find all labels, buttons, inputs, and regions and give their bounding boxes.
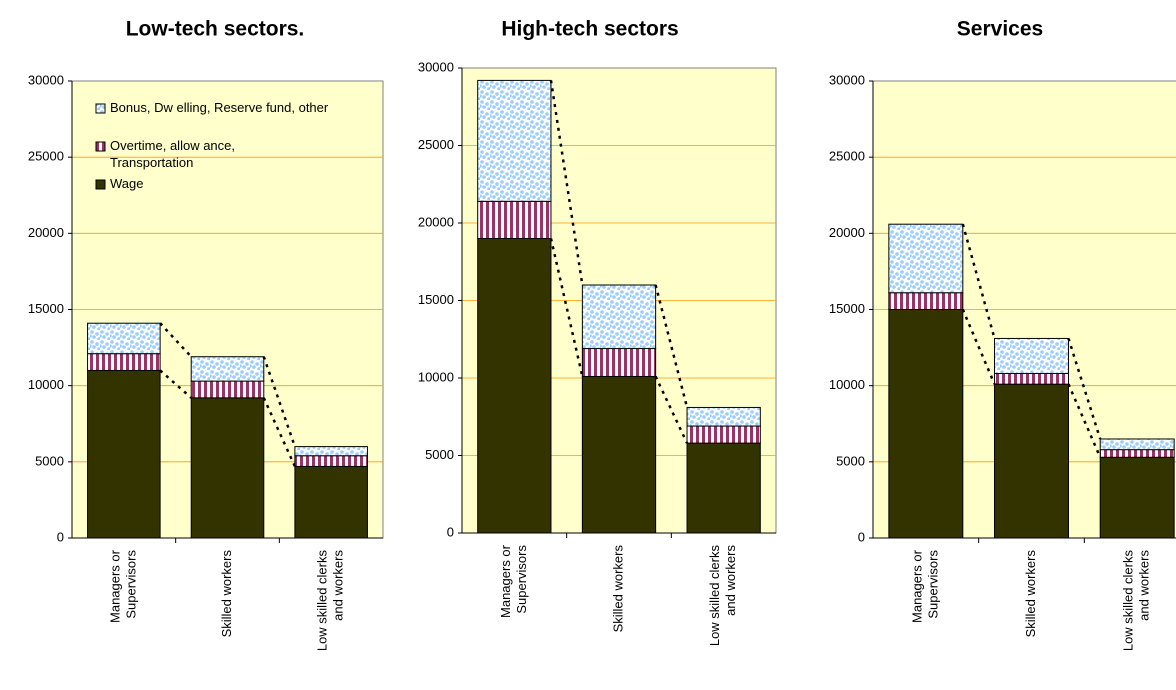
x-tick-label: Supervisors bbox=[925, 550, 940, 619]
x-tick-label: Skilled workers bbox=[219, 550, 234, 638]
y-tick-label: 15000 bbox=[418, 292, 454, 307]
y-tick-label: 20000 bbox=[28, 225, 64, 240]
bar-segment bbox=[1099, 456, 1175, 539]
y-tick-label: 15000 bbox=[28, 301, 64, 316]
bar-segment bbox=[581, 348, 657, 377]
y-tick-label: 0 bbox=[57, 529, 64, 544]
y-tick-label: 30000 bbox=[829, 72, 865, 87]
y-tick-label: 5000 bbox=[836, 453, 865, 468]
legend-swatch bbox=[95, 103, 106, 114]
bar-segment bbox=[1099, 449, 1175, 458]
y-tick-label: 20000 bbox=[829, 225, 865, 240]
y-tick-label: 20000 bbox=[418, 214, 454, 229]
y-tick-label: 10000 bbox=[28, 377, 64, 392]
legend-swatch bbox=[95, 179, 106, 190]
x-tick-label: Low skilled clerks bbox=[1121, 550, 1136, 652]
bar-segment bbox=[294, 465, 368, 539]
legend-swatch bbox=[95, 141, 106, 152]
x-tick-label: Managers or bbox=[107, 549, 122, 623]
bar-segment bbox=[87, 322, 161, 355]
bar-segment bbox=[477, 79, 552, 202]
x-tick-label: Low skilled clerks bbox=[707, 545, 722, 647]
bar-segment bbox=[686, 406, 761, 427]
y-tick-label: 25000 bbox=[418, 137, 454, 152]
chart-title: Services bbox=[957, 18, 1043, 41]
connector bbox=[1067, 383, 1102, 458]
y-tick-label: 30000 bbox=[418, 59, 454, 74]
legend-label: Bonus, Dw elling, Reserve fund, other bbox=[110, 100, 329, 115]
bar-segment bbox=[686, 442, 761, 534]
y-tick-label: 15000 bbox=[829, 301, 865, 316]
bar-segment bbox=[477, 238, 552, 534]
legend-item: Wage bbox=[110, 176, 144, 191]
bar-segment bbox=[190, 380, 265, 399]
y-tick-label: 0 bbox=[447, 524, 454, 539]
bar-segment bbox=[87, 369, 161, 539]
connector bbox=[549, 80, 584, 286]
x-tick-label: Low skilled clerks bbox=[315, 550, 330, 652]
bar-segment bbox=[686, 425, 761, 444]
bar-segment bbox=[994, 372, 1069, 385]
x-tick-label: and workers bbox=[1137, 550, 1152, 621]
y-tick-label: 5000 bbox=[35, 453, 64, 468]
y-tick-label: 0 bbox=[858, 529, 865, 544]
legend-item: Bonus, Dw elling, Reserve fund, other bbox=[110, 100, 329, 115]
x-tick-label: Skilled workers bbox=[610, 545, 625, 633]
connector bbox=[961, 309, 996, 385]
connector bbox=[961, 223, 996, 339]
bar-segment bbox=[888, 292, 964, 311]
bar-segment bbox=[581, 284, 657, 350]
x-tick-label: Managers or bbox=[909, 549, 924, 623]
connector bbox=[159, 369, 193, 399]
bar-segment bbox=[888, 223, 964, 294]
y-tick-label: 10000 bbox=[829, 377, 865, 392]
connector bbox=[654, 284, 689, 408]
bar-segment bbox=[994, 337, 1069, 374]
y-tick-label: 30000 bbox=[28, 72, 64, 87]
x-tick-label: Managers or bbox=[498, 544, 513, 618]
bar-segment bbox=[581, 375, 657, 534]
x-tick-label: Skilled workers bbox=[1023, 550, 1038, 638]
bar-segment bbox=[190, 356, 265, 382]
legend-item: Overtime, allow ance, Transportation bbox=[110, 138, 235, 170]
bar-segment bbox=[294, 455, 368, 467]
y-tick-label: 10000 bbox=[418, 369, 454, 384]
y-tick-label: 5000 bbox=[425, 447, 454, 462]
y-tick-label: 25000 bbox=[829, 149, 865, 164]
bar-segment bbox=[190, 397, 265, 539]
legend-label: Overtime, allow ance, Transportation bbox=[110, 138, 235, 170]
x-tick-label: Supervisors bbox=[123, 550, 138, 619]
x-tick-label: and workers bbox=[331, 550, 346, 621]
bar-segment bbox=[87, 353, 161, 371]
bar-segment bbox=[294, 446, 368, 457]
chart-title: Low-tech sectors. bbox=[126, 18, 305, 41]
legend-label: Wage bbox=[110, 176, 144, 191]
y-tick-label: 25000 bbox=[28, 149, 64, 164]
bar-segment bbox=[994, 383, 1069, 539]
connector bbox=[1067, 338, 1102, 440]
x-tick-label: and workers bbox=[723, 545, 738, 616]
x-tick-label: Supervisors bbox=[514, 545, 529, 614]
bar-segment bbox=[888, 309, 964, 539]
chart-title: High-tech sectors bbox=[501, 18, 678, 41]
bar-segment bbox=[1099, 438, 1175, 451]
bar-segment bbox=[477, 200, 552, 240]
